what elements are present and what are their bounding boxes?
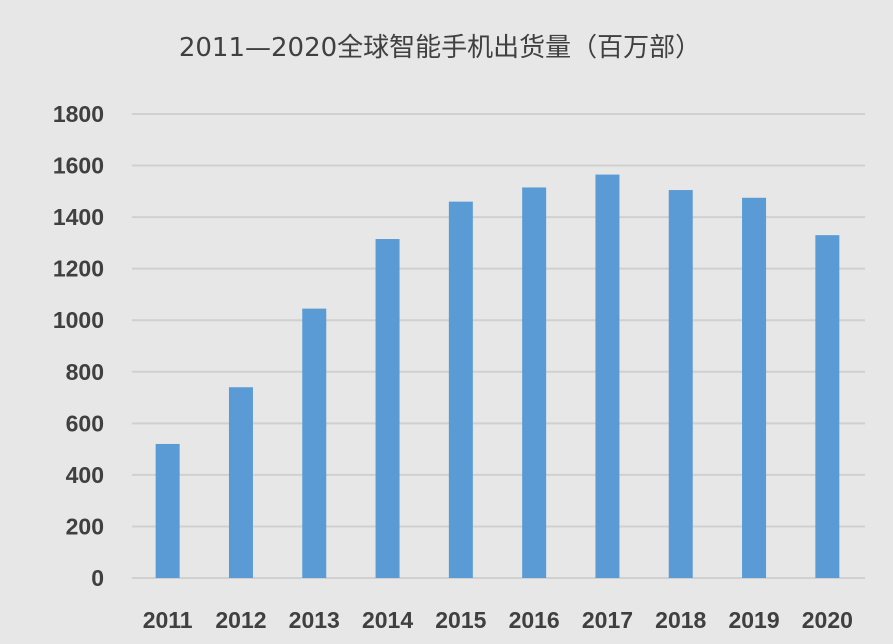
x-tick-label: 2012 <box>215 607 266 633</box>
x-tick-label: 2018 <box>655 607 706 633</box>
gridlines <box>132 113 865 579</box>
bar-2013 <box>302 308 327 578</box>
bar-2016 <box>522 187 547 578</box>
x-tick-label: 2014 <box>362 607 413 633</box>
bar-2020 <box>815 235 840 578</box>
x-tick-label: 2011 <box>143 607 193 633</box>
y-tick-label: 0 <box>91 565 104 591</box>
x-tick-label: 2013 <box>289 607 340 633</box>
y-tick-label: 1800 <box>53 101 104 127</box>
y-tick-label: 400 <box>66 462 104 488</box>
y-axis-tick-labels: 0 200 400 600 800 1000 1200 1400 1600 1800 <box>53 101 104 591</box>
y-tick-label: 800 <box>66 359 104 385</box>
bar-2011 <box>155 443 180 578</box>
bars <box>155 174 840 579</box>
x-tick-label: 2020 <box>802 607 853 633</box>
bar-2014 <box>375 239 400 578</box>
bar-2015 <box>448 201 473 578</box>
y-tick-label: 1200 <box>53 256 104 282</box>
x-tick-label: 2017 <box>582 607 633 633</box>
x-tick-label: 2016 <box>509 607 560 633</box>
y-tick-label: 1400 <box>53 204 104 230</box>
bar-2018 <box>668 190 693 579</box>
y-tick-label: 600 <box>66 410 104 436</box>
bar-2019 <box>742 197 767 578</box>
x-tick-label: 2015 <box>435 607 486 633</box>
x-tick-label: 2019 <box>728 607 779 633</box>
y-tick-label: 1600 <box>53 153 104 179</box>
y-tick-label: 1000 <box>53 307 104 333</box>
bar-2017 <box>595 174 620 579</box>
x-axis-tick-labels: 2011 2012 2013 2014 2015 2016 2017 2018 2019 2020 <box>143 607 853 633</box>
y-tick-label: 200 <box>66 513 104 539</box>
bar-2012 <box>228 387 253 578</box>
chart-title: 2011—2020全球智能手机出货量（百万部） <box>179 33 701 63</box>
